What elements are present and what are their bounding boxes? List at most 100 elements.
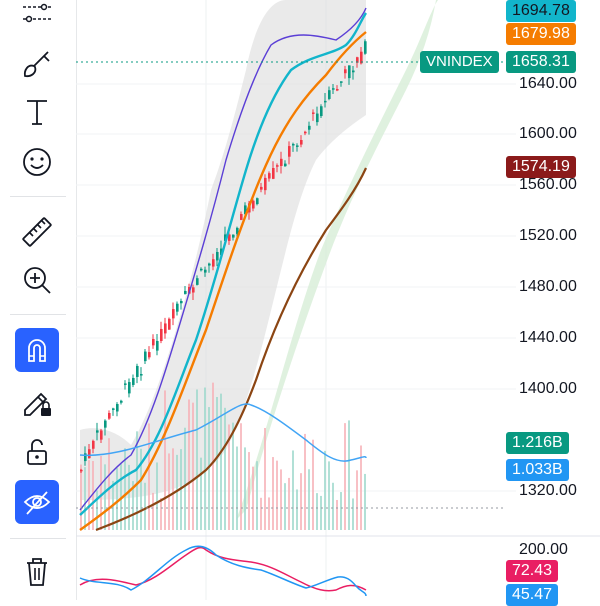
volume-bar xyxy=(152,492,154,530)
candle-body xyxy=(144,351,147,362)
volume-bar xyxy=(104,464,106,530)
ma-orange-line xyxy=(79,31,367,531)
hide-drawings-icon[interactable] xyxy=(15,480,59,524)
volume-bar xyxy=(188,399,190,530)
candle-body xyxy=(84,453,87,462)
volume-bar xyxy=(124,448,126,530)
candle-body xyxy=(108,412,111,419)
volume-bar xyxy=(308,469,310,530)
volume-bar xyxy=(132,481,134,530)
candle-body xyxy=(244,205,247,215)
candle-body xyxy=(280,158,283,166)
volume-bar xyxy=(312,439,314,530)
candle-body xyxy=(116,404,119,412)
volume-bar xyxy=(100,455,102,530)
candle-body xyxy=(168,318,171,330)
volume-bar xyxy=(248,452,250,530)
candle-body xyxy=(220,248,223,256)
zoom-in-tool-icon[interactable] xyxy=(12,258,62,302)
brush-tool-icon[interactable] xyxy=(12,42,62,86)
volume-bar xyxy=(328,461,330,530)
chart-area[interactable]: 1640.00 1600.00 1560.00 1520.00 1480.00 … xyxy=(76,0,600,606)
volume-bar xyxy=(80,464,82,530)
volume-bar xyxy=(88,460,90,530)
volume-bar xyxy=(276,460,278,530)
volume-bar xyxy=(264,427,266,530)
text-tool-icon[interactable] xyxy=(12,90,62,134)
volume-bar xyxy=(296,489,298,530)
volume-bar xyxy=(336,499,338,530)
candle-body xyxy=(80,469,83,472)
volume-bar xyxy=(212,382,214,530)
candle-body xyxy=(260,186,263,190)
volume-bar xyxy=(360,445,362,530)
candle-body xyxy=(360,51,363,64)
candle-body xyxy=(176,303,179,312)
candlesticks xyxy=(80,39,367,474)
volume-bars xyxy=(80,382,366,530)
candle-body xyxy=(236,227,239,234)
magnet-tool-icon[interactable] xyxy=(15,328,59,372)
candle-body xyxy=(352,70,355,73)
price-tick: 1320.00 xyxy=(519,482,577,499)
candle-body xyxy=(148,352,151,358)
trash-icon[interactable] xyxy=(12,550,62,594)
volume-bar xyxy=(84,467,86,530)
price-tick: 1640.00 xyxy=(519,75,577,92)
candle-body xyxy=(208,263,211,266)
candle-body xyxy=(156,340,159,351)
toolbar-divider xyxy=(10,314,66,315)
candle-body xyxy=(344,69,347,74)
price-tick: 1600.00 xyxy=(519,125,577,142)
candle-body xyxy=(316,113,319,123)
candle-body xyxy=(252,200,255,209)
emoji-tool-icon[interactable] xyxy=(12,140,62,184)
candle-body xyxy=(292,143,295,146)
volume-bar xyxy=(252,466,254,530)
volume-bar xyxy=(348,420,350,530)
volume-bar xyxy=(140,448,142,530)
candle-body xyxy=(124,383,127,385)
oscillator-value-tag: 45.47 xyxy=(506,584,559,606)
lock-drawing-tool-icon[interactable] xyxy=(12,380,62,424)
volume-bar xyxy=(184,427,186,530)
volume-bar xyxy=(304,433,306,530)
candle-body xyxy=(348,65,351,79)
volume-bar xyxy=(216,397,218,530)
candle-body xyxy=(364,41,367,54)
ma-orange-price-tag: 1679.98 xyxy=(506,23,576,45)
ma-brown-price-tag: 1574.19 xyxy=(506,156,576,178)
candle-body xyxy=(132,377,135,385)
candle-body xyxy=(216,251,219,261)
volume-bar xyxy=(256,461,258,530)
indicator-tool-icon[interactable] xyxy=(12,0,62,38)
volume-bar xyxy=(268,497,270,530)
candle-body xyxy=(100,430,103,440)
candle-body xyxy=(232,234,235,238)
candle-body xyxy=(104,420,107,428)
price-tick: 1440.00 xyxy=(519,329,577,346)
price-chart-canvas[interactable] xyxy=(76,0,600,600)
candle-body xyxy=(268,173,271,179)
candle-body xyxy=(212,259,215,267)
volume-bar xyxy=(128,464,130,530)
candle-body xyxy=(128,382,131,394)
volume-ma-price-tag: 1.033B xyxy=(506,459,569,481)
volume-bar xyxy=(204,387,206,530)
volume-bar xyxy=(200,457,202,530)
candle-body xyxy=(312,112,315,114)
price-tick: 1480.00 xyxy=(519,278,577,295)
volume-bar xyxy=(156,462,158,530)
candle-body xyxy=(296,145,299,147)
oscillator-value-tag: 72.43 xyxy=(506,560,559,582)
unlock-icon[interactable] xyxy=(12,430,62,474)
volume-bar xyxy=(300,473,302,530)
ma-purple-line xyxy=(79,7,367,511)
candle-body xyxy=(152,338,155,346)
volume-bar xyxy=(240,423,242,530)
candle-body xyxy=(112,408,115,410)
candle-body xyxy=(356,57,359,63)
ruler-tool-icon[interactable] xyxy=(12,210,62,254)
candle-body xyxy=(164,323,167,334)
candle-body xyxy=(196,278,199,285)
